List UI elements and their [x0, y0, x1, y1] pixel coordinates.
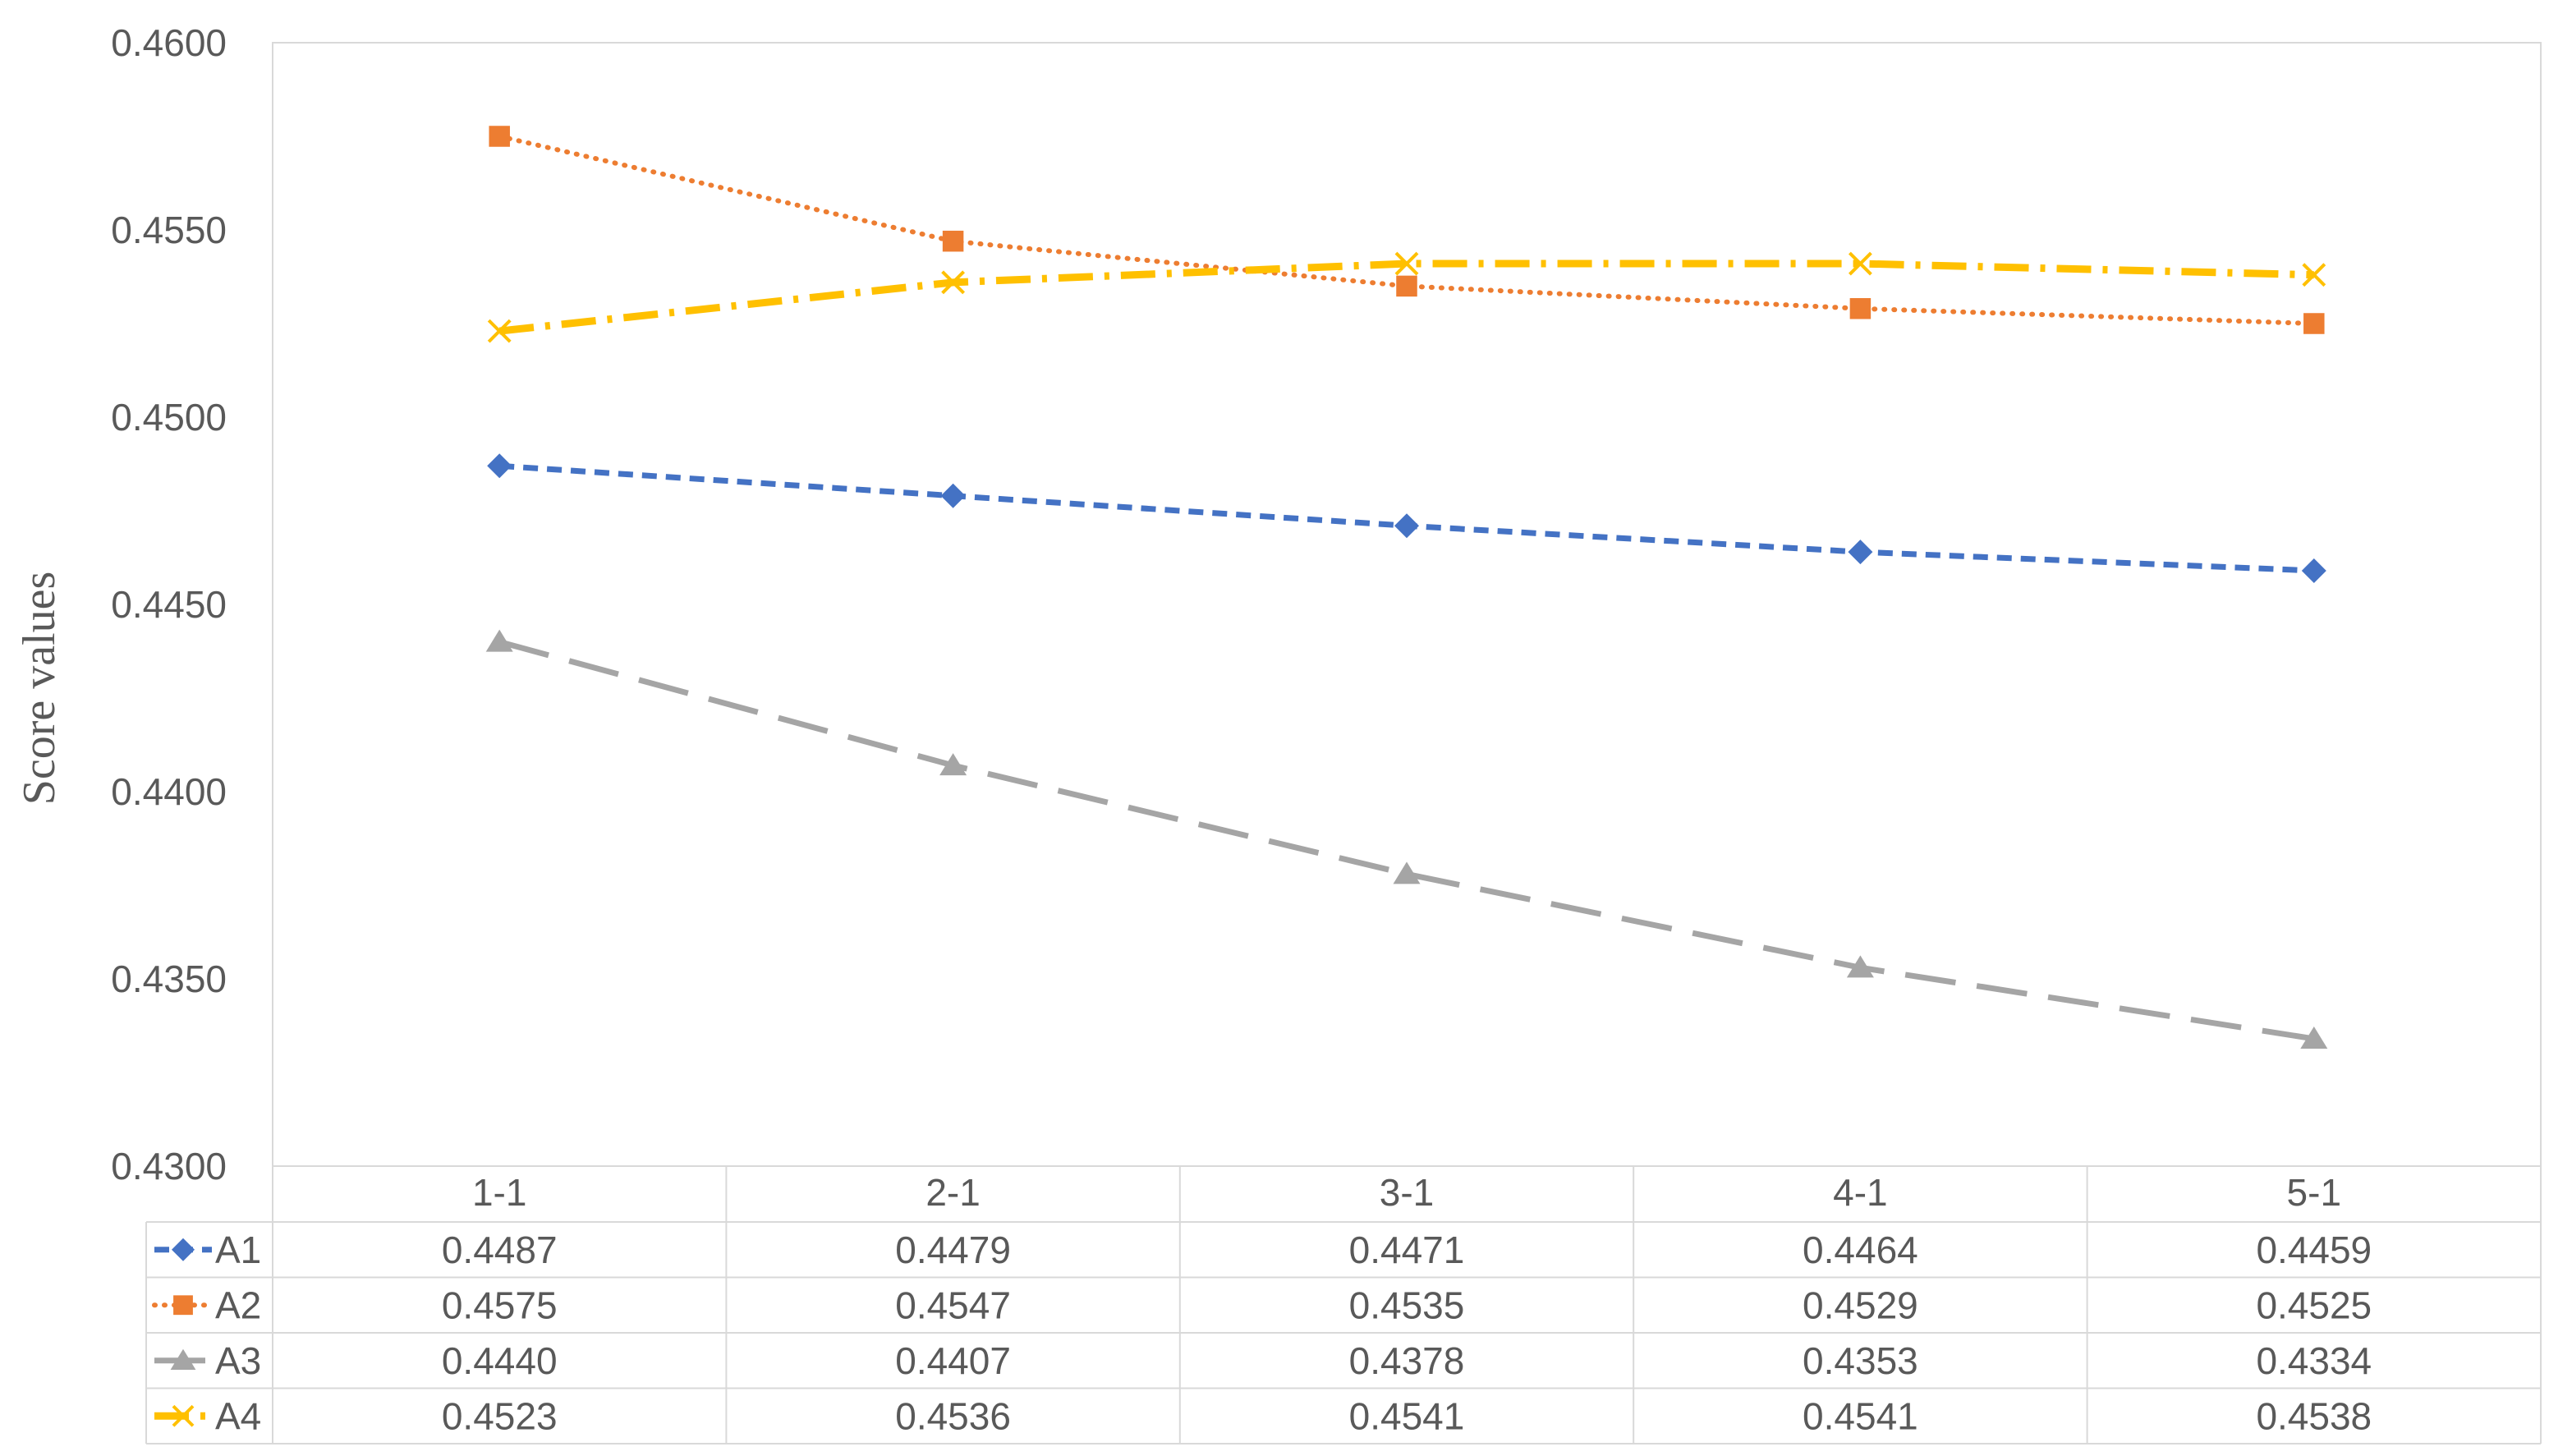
data-point-A3 [485, 629, 513, 652]
data-point-A2 [942, 230, 964, 252]
table-cell: 0.4529 [1803, 1284, 1918, 1326]
table-cell: 0.4353 [1803, 1339, 1918, 1382]
y-tick-label: 0.4300 [111, 1145, 227, 1187]
data-point-A1 [2301, 558, 2326, 583]
legend-label-A4: A4 [215, 1394, 261, 1437]
data-point-A1 [940, 483, 966, 508]
legend-marker-A4 [172, 1404, 195, 1427]
data-point-A2 [489, 126, 510, 147]
data-point-A4 [941, 270, 966, 295]
table-cell: 0.4525 [2256, 1284, 2372, 1326]
table-cell: 0.4334 [2256, 1339, 2372, 1382]
data-point-A3 [1393, 861, 1421, 884]
data-table: A1 0.4487 0.4479 0.4471 0.4464 0.4459 A2 0.4575… [152, 1229, 2372, 1437]
data-point-A2 [2303, 313, 2325, 334]
series-lines [497, 134, 2317, 1042]
table-cell: 0.4479 [895, 1229, 1011, 1271]
table-cell: 0.4523 [442, 1394, 558, 1437]
table-cell: 0.4464 [1803, 1229, 1918, 1271]
data-table-grid [145, 1166, 2542, 1445]
x-tick-label: 3-1 [1380, 1171, 1434, 1214]
table-cell: 0.4541 [1803, 1394, 1918, 1437]
x-tick-label: 5-1 [2287, 1171, 2341, 1214]
table-cell: 0.4541 [1349, 1394, 1465, 1437]
table-cell: 0.4538 [2256, 1394, 2372, 1437]
plot-area-border [272, 42, 2542, 1167]
legend-label-A3: A3 [215, 1339, 261, 1382]
legend-marker-A3 [170, 1348, 196, 1370]
table-cell: 0.4487 [442, 1229, 558, 1271]
data-point-A4 [2302, 263, 2326, 287]
x-axis-categories: 1-1 2-1 3-1 4-1 5-1 [472, 1171, 2341, 1214]
x-tick-label: 1-1 [472, 1171, 526, 1214]
series-line-A3 [498, 639, 2315, 1042]
y-tick-label: 0.4550 [111, 209, 227, 251]
table-cell: 0.4547 [895, 1284, 1011, 1326]
data-point-A1 [487, 453, 512, 479]
data-point-A4 [1848, 251, 1872, 276]
data-point-A3 [1846, 955, 1874, 978]
table-cell: 0.4575 [442, 1284, 558, 1326]
table-cell: 0.4440 [442, 1339, 558, 1382]
data-point-A4 [487, 319, 512, 343]
table-cell: 0.4471 [1349, 1229, 1465, 1271]
data-point-A1 [1848, 540, 1873, 565]
y-tick-label: 0.4600 [111, 21, 227, 64]
y-axis-label: Score values [14, 572, 65, 806]
data-point-A3 [939, 753, 967, 776]
series-line-A4 [498, 260, 2314, 335]
data-point-A4 [1394, 251, 1419, 276]
y-tick-label: 0.4350 [111, 958, 227, 1000]
y-axis-ticks: 0.4300 0.4350 0.4400 0.4450 0.4500 0.4550 0.46… [111, 21, 227, 1187]
table-cell: 0.4535 [1349, 1284, 1465, 1326]
table-cell: 0.4407 [895, 1339, 1011, 1382]
data-point-A2 [1396, 275, 1417, 297]
data-point-A3 [2300, 1026, 2328, 1049]
data-point-A2 [1849, 298, 1872, 319]
table-cell: 0.4378 [1349, 1339, 1465, 1382]
x-tick-label: 4-1 [1833, 1171, 1887, 1214]
series-markers [485, 126, 2328, 1049]
legend-label-A1: A1 [215, 1229, 261, 1271]
y-tick-label: 0.4400 [111, 770, 227, 813]
legend-label-A2: A2 [215, 1284, 261, 1326]
table-cell: 0.4536 [895, 1394, 1011, 1437]
legend-marker-A2 [173, 1295, 193, 1316]
y-tick-label: 0.4450 [111, 583, 227, 626]
data-point-A1 [1394, 513, 1419, 539]
legend-marker-A1 [172, 1238, 195, 1261]
x-tick-label: 2-1 [925, 1171, 980, 1214]
y-tick-label: 0.4500 [111, 396, 227, 439]
series-line-A2 [497, 134, 2317, 326]
table-cell: 0.4459 [2256, 1229, 2372, 1271]
